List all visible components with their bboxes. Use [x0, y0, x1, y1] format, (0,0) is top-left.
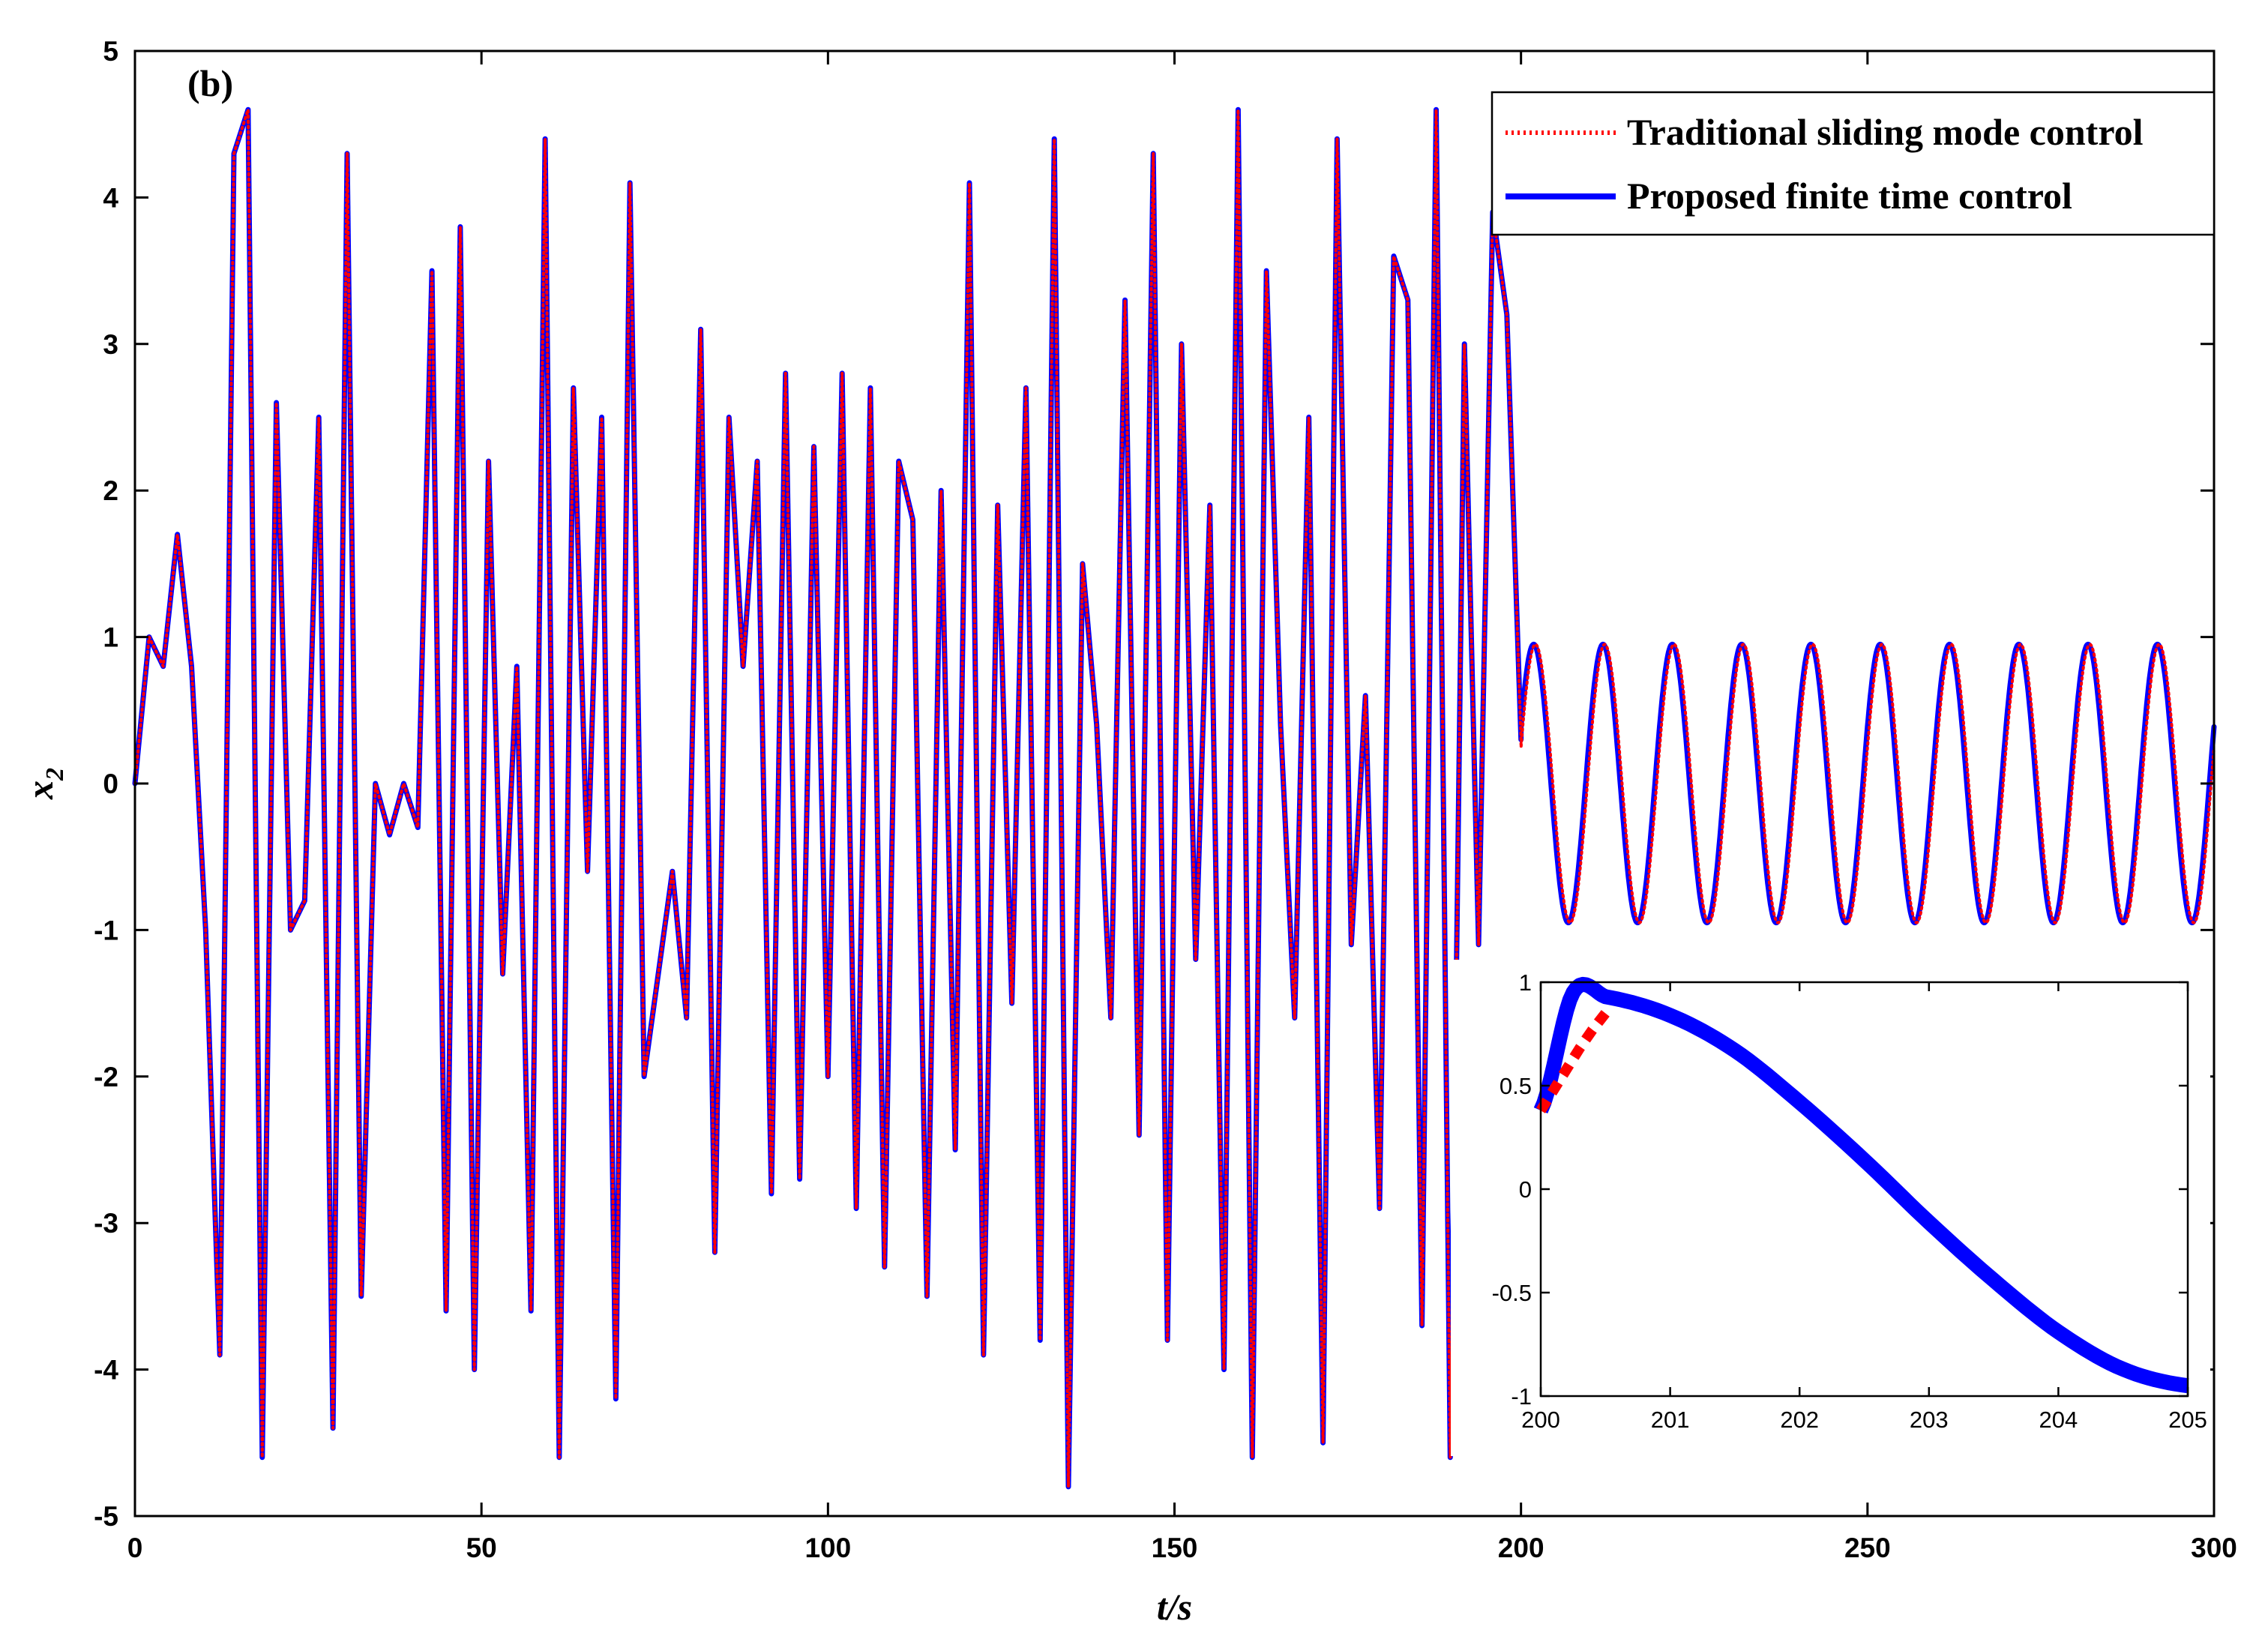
- inset-y-tick-label: -1: [1511, 1383, 1532, 1410]
- panel-label: (b): [187, 62, 233, 104]
- y-tick-label: 4: [103, 182, 118, 213]
- y-tick-label: -5: [94, 1501, 118, 1532]
- x-tick-label: 300: [2191, 1533, 2237, 1563]
- inset-series-line-proposed: [1533, 976, 2189, 1394]
- inset-series-lines: [1533, 976, 2189, 1394]
- main-series-lines: [132, 106, 2217, 1490]
- y-tick-label: -3: [94, 1208, 118, 1239]
- legend-box: [1491, 91, 2216, 236]
- legend-label-proposed: Proposed finite time control: [1627, 175, 2072, 217]
- inset-y-tick-label: 0: [1519, 1176, 1532, 1203]
- series-line-proposed: [132, 106, 2217, 1490]
- inset-x-tick-label: 205: [2168, 1407, 2207, 1433]
- y-axis-label: x2: [19, 768, 69, 800]
- y-tick-label: 3: [103, 329, 118, 360]
- y-tick-label: -2: [94, 1062, 118, 1092]
- y-tick-label: -1: [94, 915, 118, 945]
- inset-x-tick-label: 201: [1651, 1407, 1690, 1433]
- main-plot: 0 50 100 150 200 250 300 5 4 3 2 1 0 -1 -2 -3 -4 -5 (b) t…: [19, 36, 2237, 1628]
- inset-x-tick-label: 203: [1910, 1407, 1949, 1433]
- inset-y-tick-label: -0.5: [1492, 1280, 1532, 1306]
- x-tick-label: 50: [466, 1533, 497, 1563]
- inset-x-tick-label: 200: [1521, 1407, 1560, 1433]
- x-tick-label: 150: [1152, 1533, 1198, 1563]
- inset-plot: 200 201 202 203 204 205 1 0.5 0 -0.5 -1: [1451, 960, 2210, 1456]
- y-axis-label-subscript: 2: [41, 768, 69, 781]
- inset-ticks: 200 201 202 203 204 205 1 0.5 0 -0.5 -1: [1492, 969, 2207, 1433]
- inset-x-tick-label: 204: [2039, 1407, 2078, 1433]
- x-axis-label: t/s: [1157, 1586, 1192, 1628]
- y-tick-label: 5: [103, 36, 118, 67]
- legend: Traditional sliding mode control Propose…: [1491, 91, 2216, 236]
- y-tick-label: -4: [94, 1355, 118, 1386]
- legend-label-traditional: Traditional sliding mode control: [1627, 111, 2144, 153]
- x-tick-label: 200: [1498, 1533, 1544, 1563]
- series-line-traditional: [133, 108, 2216, 1488]
- inset-x-tick-label: 202: [1780, 1407, 1819, 1433]
- x-tick-label: 0: [127, 1533, 143, 1563]
- x-tick-label: 250: [1844, 1533, 1891, 1563]
- x-tick-label: 100: [804, 1533, 851, 1563]
- y-axis-label-base: x: [19, 781, 61, 800]
- inset-background: [1451, 960, 2210, 1456]
- y-tick-label: 0: [103, 769, 118, 799]
- y-tick-label: 2: [103, 475, 118, 506]
- inset-y-tick-label: 1: [1519, 969, 1532, 996]
- main-ticks: 0 50 100 150 200 250 300 5 4 3 2 1 0 -1 -2 -3 -4 -5: [94, 36, 2237, 1563]
- y-tick-label: 1: [103, 622, 118, 653]
- inset-y-tick-label: 0.5: [1500, 1073, 1532, 1099]
